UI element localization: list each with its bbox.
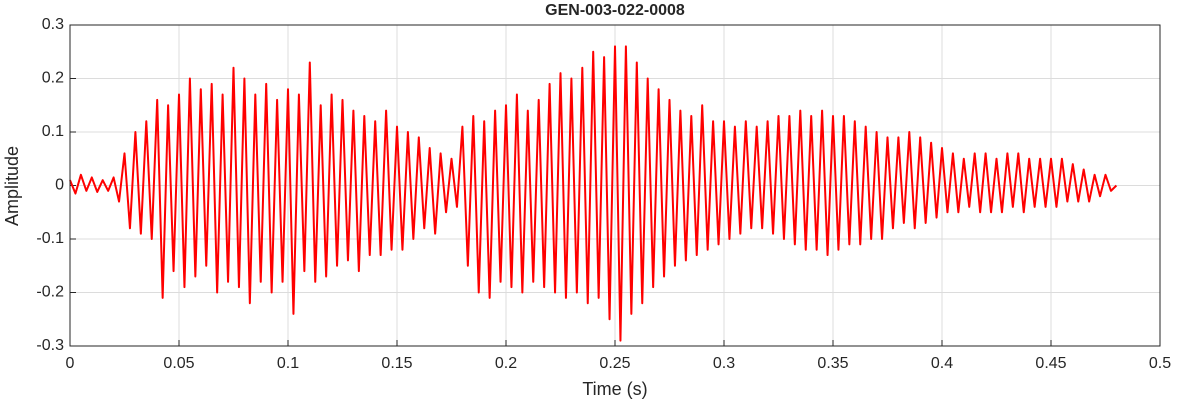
x-tick-label: 0.4 [931, 355, 953, 372]
x-axis-label: Time (s) [582, 379, 647, 399]
x-tick-label: 0.1 [277, 355, 299, 372]
x-tick-label: 0.05 [163, 355, 194, 372]
y-tick-label: 0.1 [42, 123, 64, 140]
y-tick-label: 0.2 [42, 70, 64, 87]
x-tick-label: 0.3 [713, 355, 735, 372]
x-tick-label: 0.45 [1035, 355, 1066, 372]
x-tick-label: 0.15 [381, 355, 412, 372]
x-tick-label: 0 [66, 355, 75, 372]
x-tick-label: 0.5 [1149, 355, 1171, 372]
y-tick-label: 0 [55, 177, 64, 194]
y-tick-label: -0.3 [36, 337, 64, 354]
x-tick-label: 0.2 [495, 355, 517, 372]
plot-frame [69, 24, 1161, 347]
x-tick-label: 0.35 [817, 355, 848, 372]
y-tick-label: -0.2 [36, 284, 64, 301]
waveform-line [69, 45, 1118, 342]
chart-title: GEN-003-022-0008 [545, 2, 685, 19]
y-axis-label: Amplitude [2, 146, 22, 226]
y-tick-label: -0.1 [36, 230, 64, 247]
x-tick-label: 0.25 [599, 355, 630, 372]
y-tick-label: 0.3 [42, 16, 64, 33]
